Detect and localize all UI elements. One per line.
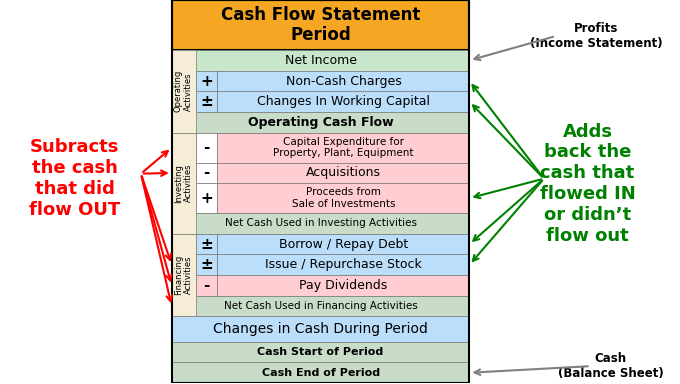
Text: Changes In Working Capital: Changes In Working Capital bbox=[257, 95, 430, 108]
Text: Operating
Activities: Operating Activities bbox=[174, 70, 193, 113]
Text: Acquisitions: Acquisitions bbox=[306, 166, 381, 179]
Text: Non-Cash Charges: Non-Cash Charges bbox=[286, 74, 401, 88]
Text: ±: ± bbox=[200, 257, 213, 272]
FancyBboxPatch shape bbox=[218, 255, 469, 275]
Text: Financing
Activities: Financing Activities bbox=[174, 255, 193, 295]
FancyBboxPatch shape bbox=[196, 133, 218, 162]
FancyBboxPatch shape bbox=[196, 71, 218, 91]
Text: Changes in Cash During Period: Changes in Cash During Period bbox=[213, 322, 428, 336]
FancyBboxPatch shape bbox=[172, 50, 196, 133]
FancyBboxPatch shape bbox=[218, 234, 469, 255]
Text: Cash
(Balance Sheet): Cash (Balance Sheet) bbox=[558, 352, 663, 380]
Text: +: + bbox=[200, 73, 213, 89]
FancyBboxPatch shape bbox=[172, 316, 469, 342]
FancyBboxPatch shape bbox=[196, 162, 218, 183]
FancyBboxPatch shape bbox=[196, 234, 218, 255]
Text: Cash Start of Period: Cash Start of Period bbox=[258, 347, 384, 357]
FancyBboxPatch shape bbox=[172, 362, 469, 383]
FancyBboxPatch shape bbox=[218, 71, 469, 91]
FancyBboxPatch shape bbox=[172, 50, 469, 71]
FancyBboxPatch shape bbox=[196, 91, 218, 112]
FancyBboxPatch shape bbox=[196, 275, 218, 296]
Text: Net Cash Used in Financing Activities: Net Cash Used in Financing Activities bbox=[224, 301, 418, 311]
Text: Capital Expenditure for
Property, Plant, Equipment: Capital Expenditure for Property, Plant,… bbox=[273, 137, 413, 159]
Text: Net Cash Used in Investing Activities: Net Cash Used in Investing Activities bbox=[224, 218, 417, 228]
Text: +: + bbox=[200, 191, 213, 206]
FancyBboxPatch shape bbox=[172, 296, 469, 316]
Text: ±: ± bbox=[200, 94, 213, 109]
FancyBboxPatch shape bbox=[172, 234, 196, 316]
FancyBboxPatch shape bbox=[172, 342, 469, 362]
FancyBboxPatch shape bbox=[172, 133, 196, 234]
Text: Investing
Activities: Investing Activities bbox=[174, 164, 193, 203]
FancyBboxPatch shape bbox=[218, 162, 469, 183]
FancyBboxPatch shape bbox=[172, 112, 469, 133]
Text: Adds
back the
cash that
flowed IN
or didn’t
flow out: Adds back the cash that flowed IN or did… bbox=[540, 122, 635, 245]
FancyBboxPatch shape bbox=[172, 213, 469, 234]
FancyBboxPatch shape bbox=[196, 183, 218, 213]
Text: Issue / Repurchase Stock: Issue / Repurchase Stock bbox=[265, 258, 422, 271]
Text: Pay Dividends: Pay Dividends bbox=[299, 279, 388, 292]
Text: -: - bbox=[203, 278, 209, 293]
FancyBboxPatch shape bbox=[172, 0, 469, 50]
Text: Proceeds from
Sale of Investments: Proceeds from Sale of Investments bbox=[292, 187, 395, 209]
Text: Cash Flow Statement
Period: Cash Flow Statement Period bbox=[221, 6, 420, 45]
Text: Subracts
the cash
that did
flow OUT: Subracts the cash that did flow OUT bbox=[29, 139, 120, 219]
FancyBboxPatch shape bbox=[218, 183, 469, 213]
FancyBboxPatch shape bbox=[218, 91, 469, 112]
Text: -: - bbox=[203, 166, 209, 180]
Text: Borrow / Repay Debt: Borrow / Repay Debt bbox=[279, 238, 408, 251]
Text: Cash End of Period: Cash End of Period bbox=[262, 368, 379, 378]
Text: Net Income: Net Income bbox=[285, 54, 356, 67]
Text: Operating Cash Flow: Operating Cash Flow bbox=[248, 116, 394, 129]
FancyBboxPatch shape bbox=[196, 255, 218, 275]
FancyBboxPatch shape bbox=[218, 133, 469, 162]
FancyBboxPatch shape bbox=[218, 275, 469, 296]
Text: -: - bbox=[203, 140, 209, 155]
Text: ±: ± bbox=[200, 237, 213, 252]
Text: Profits
(Income Statement): Profits (Income Statement) bbox=[530, 22, 663, 50]
